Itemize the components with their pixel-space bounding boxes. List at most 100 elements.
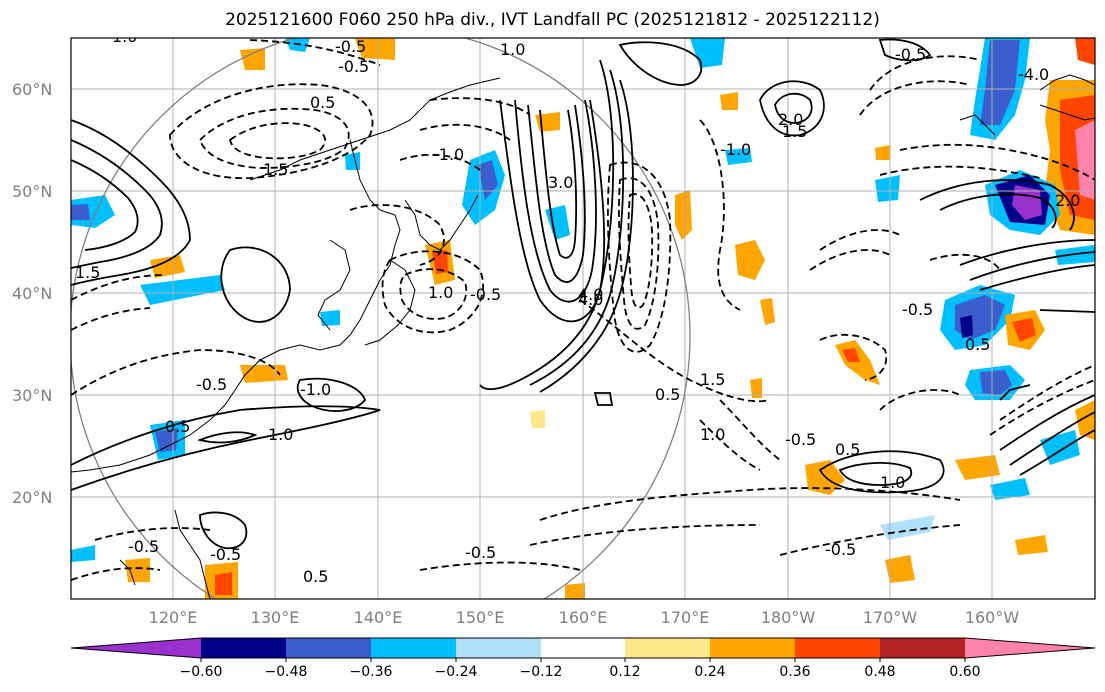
orange-patch — [565, 583, 585, 599]
red-patch — [432, 250, 448, 274]
colorbar-tick-label: −0.48 — [265, 664, 308, 680]
orange-patch — [875, 145, 890, 160]
orange-patch — [240, 365, 288, 383]
lat-label: 50°N — [12, 182, 52, 201]
contour-label: 1.5 — [263, 160, 288, 179]
contour-label: -1.0 — [300, 380, 331, 399]
blue-patch — [140, 275, 225, 305]
colorbar-segment — [625, 638, 710, 658]
orange-patch — [1015, 535, 1048, 555]
contour-label: 1.0 — [428, 283, 453, 302]
colorbar-segment — [795, 638, 880, 658]
contour-label: -0.5 — [128, 537, 159, 556]
lightblue-patch — [880, 515, 935, 540]
positive-contours — [71, 38, 1095, 550]
colorbar-segment — [541, 638, 625, 658]
contour-label: 3.0 — [548, 173, 573, 192]
red-patch — [1075, 38, 1095, 65]
colorbar-tick-label: −0.24 — [435, 664, 478, 680]
orange-patch — [355, 38, 395, 60]
red-patch — [842, 348, 860, 362]
orange-patch — [150, 255, 185, 278]
lat-label: 20°N — [12, 488, 52, 507]
contour-label: 0.5 — [835, 440, 860, 459]
contour-label: 1.0 — [500, 40, 525, 59]
colorbar-extend-min — [71, 638, 201, 658]
contour-label: 1.0 — [700, 425, 725, 444]
contour-labels: 1.0 -0.5 0.5 1.0 -0.5 1.5 -1.0 2.0 1.5 3… — [75, 37, 1080, 586]
contour-label: 4.0 — [578, 285, 603, 304]
colorbar-tick-label: 0.24 — [694, 664, 725, 680]
map-frame — [70, 37, 1096, 600]
blue-patch — [345, 152, 360, 170]
red-patch — [1012, 318, 1036, 342]
colorbar-extend-max — [965, 638, 1095, 658]
contour-label: -0.5 — [902, 300, 933, 319]
coastlines — [71, 74, 1095, 599]
orange-patch — [955, 455, 1000, 480]
lon-label: 120°E — [149, 608, 198, 627]
orange-patch — [885, 555, 915, 583]
orange-patch — [125, 558, 150, 582]
lat-label: 30°N — [12, 386, 52, 405]
contour-label: -1.0 — [433, 145, 464, 164]
contour-label: 0.5 — [655, 385, 680, 404]
contour-label: -0.5 — [210, 545, 241, 564]
colorbar-tick-label: −0.12 — [520, 664, 563, 680]
contour-label: -0.5 — [785, 430, 816, 449]
negative-contours — [71, 39, 1095, 581]
colorbar-segment — [880, 638, 965, 658]
pink-patch — [1075, 120, 1095, 200]
lon-label: 150°E — [456, 608, 505, 627]
blue-patch — [1055, 245, 1095, 265]
lat-label: 40°N — [12, 284, 52, 303]
colorbar-tick-label: −0.36 — [350, 664, 393, 680]
contour-label: 0.5 — [303, 567, 328, 586]
colorbar-segment — [710, 638, 795, 658]
orange-patch — [750, 378, 762, 398]
colorbar-tick-label: 0.60 — [949, 664, 980, 680]
orange-patch — [760, 298, 775, 325]
map-content: 1.0 -0.5 0.5 1.0 -0.5 1.5 -1.0 2.0 1.5 3… — [71, 37, 1095, 599]
orange-patch — [675, 190, 692, 240]
map-title: 2025121600 F060 250 hPa div., IVT Landfa… — [225, 10, 880, 30]
lon-label: 170°E — [661, 608, 710, 627]
lon-label: 160°W — [965, 608, 1020, 627]
contour-label: 2.0 — [778, 110, 803, 129]
blue-patch — [71, 545, 95, 562]
orange-patch — [735, 240, 765, 280]
longitude-labels: 120°E 130°E 140°E 150°E 160°E 170°E 180°… — [149, 608, 1020, 627]
darkblue-patch — [960, 315, 973, 338]
colorbar-tick-label: −0.60 — [180, 664, 223, 680]
contour-label: 2.0 — [1055, 191, 1080, 210]
blue-patch — [875, 175, 900, 202]
contour-label: 0.5 — [965, 335, 990, 354]
red-patch — [215, 572, 232, 595]
contour-label: 1.0 — [880, 473, 905, 492]
landfall-region-circle — [71, 38, 691, 599]
orange-patch — [1075, 400, 1095, 440]
contour-label: -0.5 — [196, 375, 227, 394]
blue-patch — [690, 38, 725, 68]
blue-patch — [478, 160, 498, 200]
lat-label: 60°N — [12, 80, 52, 99]
contour-label: 1.5 — [700, 370, 725, 389]
colorbar-tick-label: 0.36 — [779, 664, 810, 680]
latitude-labels: 60°N 50°N 40°N 30°N 20°N — [12, 80, 52, 507]
contour-label: -0.5 — [465, 543, 496, 562]
colorbar-segment — [371, 638, 456, 658]
lon-label: 170°W — [863, 608, 918, 627]
contour-label: 1.0 — [268, 425, 293, 444]
colorbar-segment — [201, 638, 286, 658]
lon-label: 180°W — [761, 608, 816, 627]
blue-patch — [155, 428, 178, 452]
contour-label: -0.5 — [895, 45, 926, 64]
contour-label: -1.0 — [720, 140, 751, 159]
gridlines — [71, 38, 1095, 599]
contour-label: 4.0 — [578, 290, 603, 309]
blue-patch — [980, 40, 1020, 125]
contour-label: -0.5 — [335, 37, 366, 56]
colorbar: −0.60 −0.48 −0.36 −0.24 −0.12 0.12 0.24 … — [70, 637, 1096, 680]
contour-label: 0.5 — [310, 93, 335, 112]
